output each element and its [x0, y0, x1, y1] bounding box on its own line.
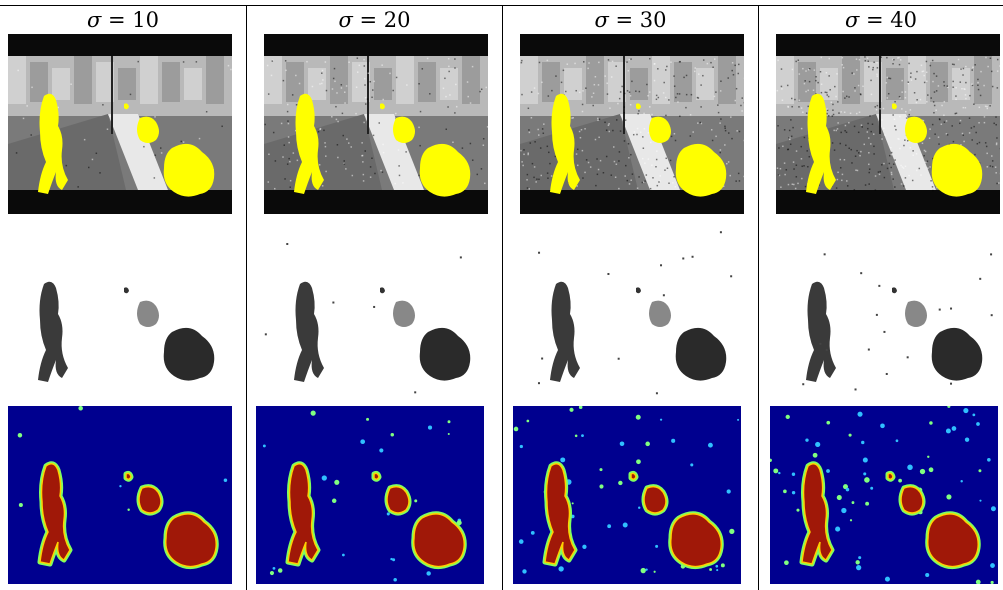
segmentation-overlay-image — [264, 34, 488, 214]
sigma-symbol: σ — [594, 8, 609, 32]
column-divider — [758, 5, 759, 590]
equals-sign: = — [608, 8, 640, 32]
segmentation-overlay-image — [776, 34, 1000, 214]
probability-heatmap-image — [256, 406, 484, 584]
sigma-value: 10 — [132, 8, 160, 32]
column-divider — [502, 5, 503, 590]
foreground-mask-image — [264, 228, 488, 398]
sigma-value: 20 — [383, 8, 411, 32]
equals-sign: = — [352, 8, 384, 32]
equals-sign: = — [859, 8, 891, 32]
foreground-mask-image — [8, 228, 232, 398]
table-top-rule — [0, 5, 1003, 6]
sigma-value: 30 — [639, 8, 667, 32]
column-header-sigma-30: σ = 30 — [503, 6, 758, 34]
column-header-sigma-20: σ = 20 — [247, 6, 502, 34]
sigma-symbol: σ — [338, 8, 353, 32]
column-header-sigma-40: σ = 40 — [759, 6, 1003, 34]
probability-heatmap-image — [8, 406, 232, 584]
equals-sign: = — [101, 8, 133, 32]
foreground-mask-image — [520, 228, 744, 398]
probability-heatmap-image — [770, 406, 998, 584]
column-header-sigma-10: σ = 10 — [0, 6, 246, 34]
column-divider — [246, 5, 247, 590]
probability-heatmap-image — [513, 406, 741, 584]
sigma-symbol: σ — [844, 8, 860, 32]
segmentation-overlay-image — [520, 34, 744, 214]
sigma-symbol: σ — [86, 8, 102, 32]
sigma-value: 40 — [890, 8, 918, 32]
segmentation-overlay-image — [8, 34, 232, 214]
foreground-mask-image — [776, 228, 1000, 398]
